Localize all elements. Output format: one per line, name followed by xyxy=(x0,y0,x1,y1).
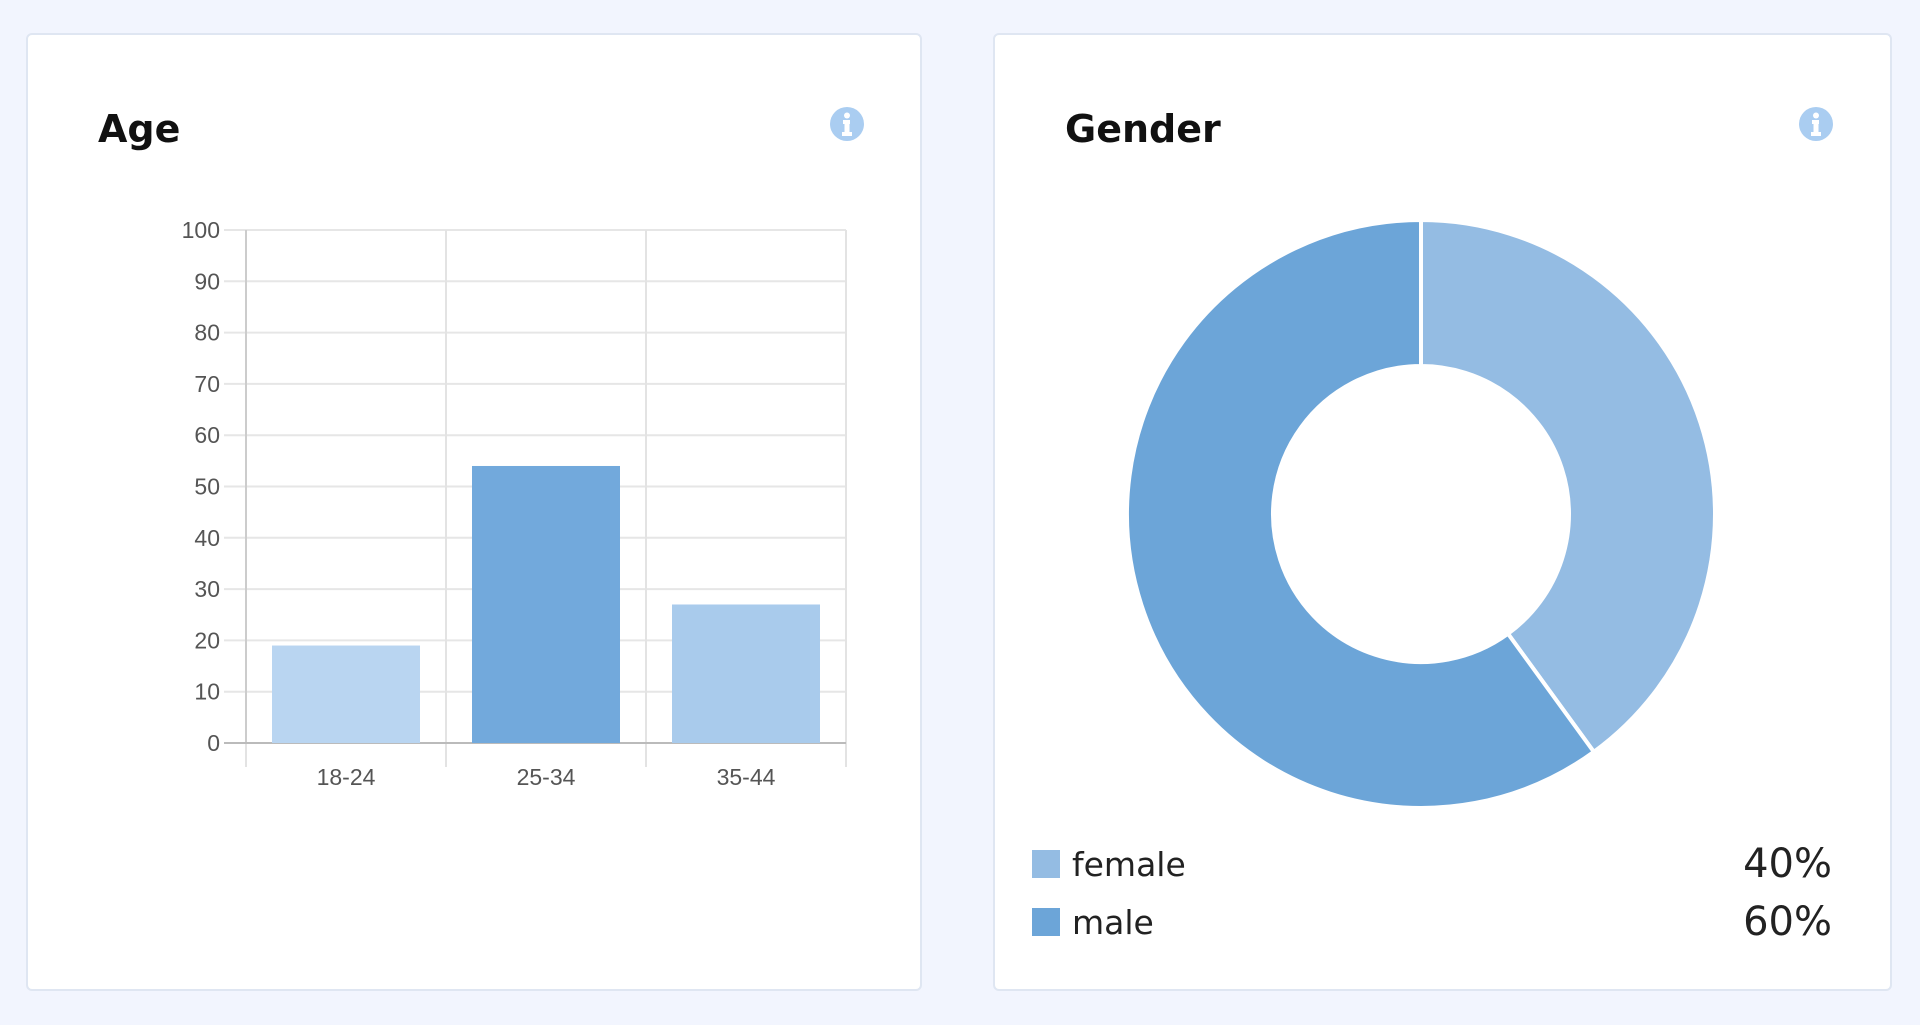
y-tick-label: 60 xyxy=(194,422,220,448)
donut-slice-female[interactable] xyxy=(1419,217,1717,755)
legend-item-male[interactable]: male 60% xyxy=(1032,893,1832,951)
y-tick-label: 90 xyxy=(194,268,220,294)
x-tick-label: 25-34 xyxy=(517,764,576,790)
y-tick-label: 0 xyxy=(207,730,220,756)
x-tick-label: 18-24 xyxy=(317,764,376,790)
y-tick-label: 70 xyxy=(194,371,220,397)
legend-label-male: male xyxy=(1072,902,1154,942)
age-card: Age 0 10 20 30 40 50 60 70 80 90 100 18-24 25-34 35-4… xyxy=(26,33,922,991)
y-tick-label: 30 xyxy=(194,576,220,602)
bar-18-24[interactable] xyxy=(272,645,420,743)
age-bar-chart: 0 10 20 30 40 50 60 70 80 90 100 18-24 25-34 35-44 xyxy=(182,217,847,790)
y-tick-label: 10 xyxy=(194,679,220,705)
legend-percent-male: 60% xyxy=(1743,899,1832,945)
legend-label-female: female xyxy=(1072,844,1186,884)
gender-card-title: Gender xyxy=(1065,107,1221,151)
y-tick-label: 20 xyxy=(194,627,220,653)
gender-card: Gender female 40% male 60% xyxy=(993,33,1892,991)
bar-35-44[interactable] xyxy=(672,604,820,743)
info-icon[interactable] xyxy=(828,105,866,143)
x-tick-label: 35-44 xyxy=(717,764,776,790)
gender-donut-chart xyxy=(1125,217,1717,810)
y-tick-label: 100 xyxy=(182,217,220,243)
gender-legend: female 40% male 60% xyxy=(1032,835,1832,951)
legend-swatch-female xyxy=(1032,850,1060,878)
legend-swatch-male xyxy=(1032,908,1060,936)
bar-25-34[interactable] xyxy=(472,465,620,743)
donut-slice-male[interactable] xyxy=(1125,217,1597,810)
y-tick-label: 40 xyxy=(194,525,220,551)
legend-item-female[interactable]: female 40% xyxy=(1032,835,1832,893)
legend-percent-female: 40% xyxy=(1743,841,1832,887)
info-icon[interactable] xyxy=(1797,105,1835,143)
y-tick-label: 50 xyxy=(194,474,220,500)
y-tick-label: 80 xyxy=(194,320,220,346)
age-card-title: Age xyxy=(98,107,181,151)
